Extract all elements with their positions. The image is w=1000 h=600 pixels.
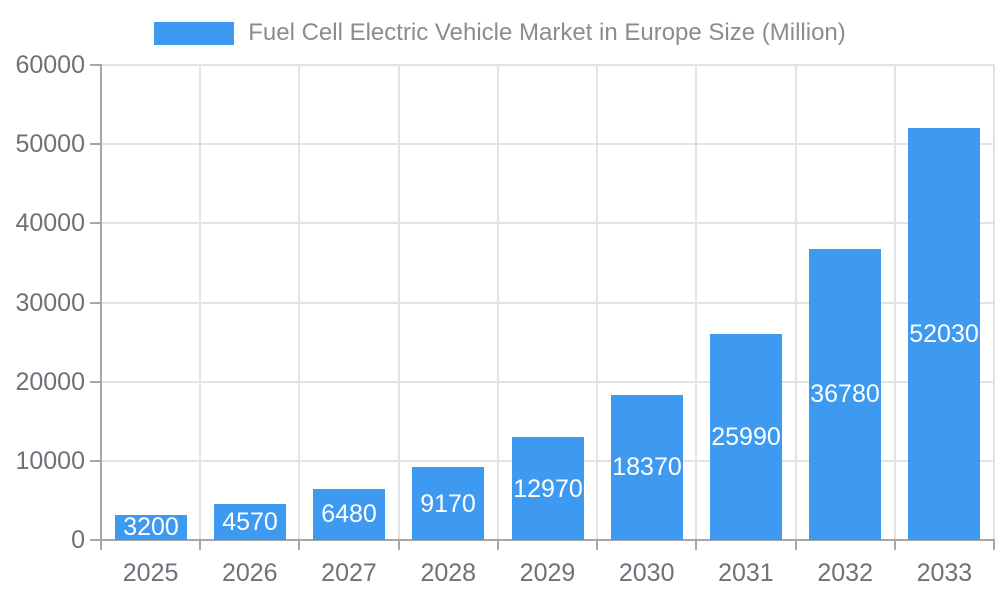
bar-2027[interactable] bbox=[313, 488, 385, 540]
x-axis-tick bbox=[893, 540, 896, 550]
y-axis-tick bbox=[90, 459, 100, 462]
x-axis-label: 2027 bbox=[321, 559, 377, 587]
legend[interactable]: Fuel Cell Electric Vehicle Market in Eur… bbox=[0, 19, 1000, 47]
grid-line-vertical bbox=[893, 65, 896, 540]
y-axis-tick bbox=[90, 539, 100, 541]
grid-line-horizontal bbox=[101, 222, 994, 225]
x-axis-tick bbox=[199, 540, 202, 550]
y-axis-label: 0 bbox=[71, 526, 85, 554]
bar-2028[interactable] bbox=[412, 467, 484, 540]
grid-line-vertical bbox=[794, 65, 797, 540]
x-axis-label: 2031 bbox=[718, 559, 774, 587]
grid-line-vertical bbox=[596, 65, 599, 540]
x-axis-tick bbox=[100, 540, 102, 550]
y-axis-label: 30000 bbox=[15, 288, 85, 317]
x-axis-label: 2026 bbox=[221, 559, 278, 587]
bar-value-label: 18370 bbox=[612, 453, 682, 482]
bar-2032[interactable] bbox=[809, 248, 881, 540]
bar-value-label: 4570 bbox=[222, 507, 278, 536]
bar-2029[interactable] bbox=[512, 437, 584, 540]
x-axis-tick bbox=[695, 540, 698, 550]
grid-line-vertical bbox=[298, 65, 301, 540]
bar-2026[interactable] bbox=[214, 503, 286, 540]
legend-label: Fuel Cell Electric Vehicle Market in Eur… bbox=[248, 19, 846, 46]
bar-2031[interactable] bbox=[710, 334, 782, 540]
bar-value-label: 25990 bbox=[711, 423, 781, 452]
grid-line-vertical bbox=[695, 65, 698, 540]
grid-line-horizontal bbox=[101, 143, 994, 146]
y-axis-line bbox=[100, 64, 102, 541]
x-axis-tick bbox=[794, 540, 797, 550]
x-axis-tick bbox=[298, 540, 301, 550]
x-axis-label: 2028 bbox=[420, 559, 477, 587]
y-axis-label: 40000 bbox=[15, 209, 85, 238]
y-axis-label: 50000 bbox=[15, 130, 85, 159]
legend-swatch-icon bbox=[154, 21, 235, 45]
bar-value-label: 6480 bbox=[321, 500, 377, 529]
y-axis-label: 10000 bbox=[15, 446, 85, 475]
grid-line-horizontal bbox=[101, 64, 994, 66]
bar-2033[interactable] bbox=[908, 128, 980, 540]
x-axis-line bbox=[100, 539, 995, 541]
grid-line-vertical bbox=[496, 65, 499, 540]
grid-line-vertical bbox=[199, 65, 202, 540]
bar-value-label: 3200 bbox=[123, 513, 179, 542]
bar-value-label: 12970 bbox=[513, 474, 583, 503]
y-axis-tick bbox=[90, 380, 100, 383]
y-axis-tick bbox=[90, 301, 100, 304]
y-axis-label: 20000 bbox=[15, 367, 85, 396]
x-axis-tick bbox=[993, 540, 995, 550]
y-axis-tick bbox=[90, 64, 100, 66]
grid-line-vertical bbox=[397, 65, 400, 540]
x-axis-label: 2032 bbox=[817, 559, 873, 587]
bar-value-label: 36780 bbox=[810, 380, 880, 409]
bar-value-label: 9170 bbox=[420, 489, 476, 518]
x-axis-label: 2029 bbox=[519, 559, 576, 587]
grid-line-horizontal bbox=[101, 380, 994, 383]
y-axis-label: 60000 bbox=[15, 51, 85, 79]
bar-2025[interactable] bbox=[115, 514, 187, 540]
bar-2030[interactable] bbox=[611, 394, 683, 540]
x-axis-label: 2025 bbox=[122, 559, 179, 587]
x-axis-tick bbox=[397, 540, 400, 550]
y-axis-tick bbox=[90, 143, 100, 146]
x-axis-tick bbox=[596, 540, 599, 550]
grid-line-vertical bbox=[993, 65, 995, 540]
y-axis-tick bbox=[90, 222, 100, 225]
bar-value-label: 52030 bbox=[909, 320, 979, 348]
x-axis-tick bbox=[496, 540, 499, 550]
grid-line-horizontal bbox=[101, 301, 994, 304]
x-axis-label: 2030 bbox=[618, 559, 675, 587]
x-axis-label: 2033 bbox=[916, 559, 973, 587]
